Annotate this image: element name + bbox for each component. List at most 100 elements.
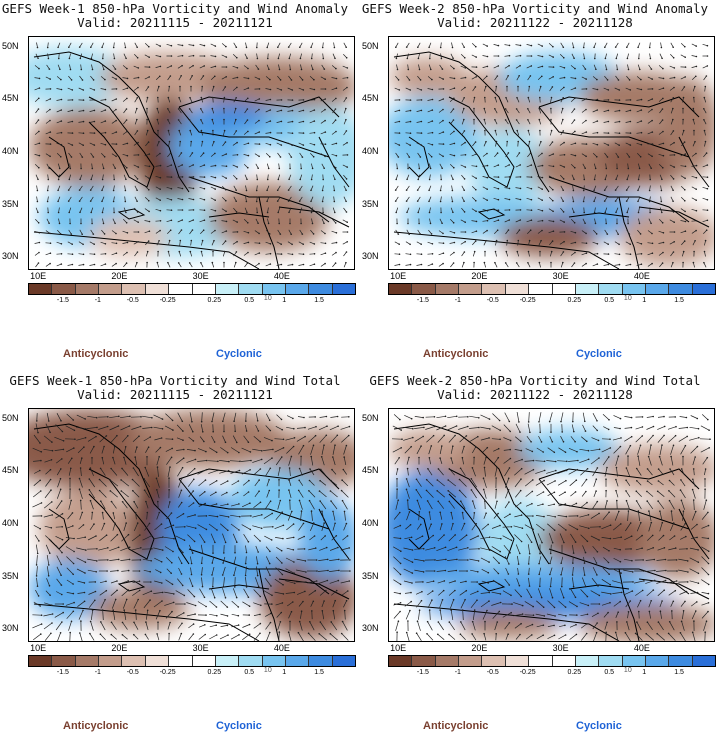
wind-arrow xyxy=(201,577,203,587)
wind-arrow-head xyxy=(439,46,442,49)
wind-arrow xyxy=(300,64,302,70)
wind-arrow-head xyxy=(342,468,345,471)
wind-arrow xyxy=(648,600,652,608)
wind-arrow xyxy=(167,97,171,103)
wind-arrow xyxy=(635,547,643,551)
wind-arrow xyxy=(155,66,161,68)
wind-arrow xyxy=(68,75,72,81)
wind-arrow-head xyxy=(410,600,412,603)
wind-arrow xyxy=(406,185,410,191)
wind-arrow xyxy=(492,556,500,564)
wind-arrow-head xyxy=(40,633,42,635)
wind-arrow-head xyxy=(461,511,464,514)
wind-arrow-head xyxy=(126,130,128,133)
wind-arrow xyxy=(168,141,170,147)
wind-arrow-head xyxy=(420,132,423,134)
wind-arrow-head xyxy=(495,85,498,88)
wind-arrow xyxy=(197,601,207,607)
wind-arrow-head xyxy=(112,456,114,459)
wind-arrow xyxy=(680,54,686,58)
wind-arrow xyxy=(506,240,508,246)
wind-arrow xyxy=(690,537,698,539)
wind-arrow xyxy=(396,468,398,476)
wind-arrow-head xyxy=(310,189,312,192)
wind-arrow-head xyxy=(672,522,675,524)
wind-arrow xyxy=(120,559,130,561)
wind-arrow-head xyxy=(442,589,445,592)
wind-arrow-head xyxy=(532,528,534,531)
wind-arrow xyxy=(691,230,697,234)
wind-arrow xyxy=(286,426,294,430)
wind-arrow xyxy=(36,185,38,191)
wind-arrow-head xyxy=(530,187,533,190)
wind-arrow-head xyxy=(249,451,252,453)
wind-arrow-head xyxy=(607,253,610,255)
wind-arrow-head xyxy=(334,178,336,181)
wind-arrow xyxy=(626,75,630,81)
wind-arrow xyxy=(682,511,684,521)
wind-arrow-head xyxy=(136,522,139,524)
wind-arrow-head xyxy=(498,419,501,422)
wind-arrow-head xyxy=(509,552,511,554)
wind-arrow-head xyxy=(527,129,530,132)
wind-arrow-head xyxy=(161,591,164,594)
wind-arrow-head xyxy=(704,140,707,143)
wind-arrow-head xyxy=(620,437,622,439)
wind-arrow-head xyxy=(62,603,64,605)
wind-arrow xyxy=(186,602,196,606)
wind-arrow-head xyxy=(486,199,488,201)
wind-arrow xyxy=(266,490,270,498)
wind-arrow xyxy=(680,489,686,499)
wind-arrow xyxy=(45,469,51,475)
wind-arrow-head xyxy=(280,132,283,134)
wind-arrow xyxy=(679,416,687,418)
wind-arrow xyxy=(493,457,499,465)
wind-arrow xyxy=(277,152,281,158)
wind-arrow-head xyxy=(606,466,608,469)
wind-arrow xyxy=(689,557,699,563)
wind-arrow-head xyxy=(299,46,301,48)
wind-arrow xyxy=(44,489,52,499)
wind-arrow-head xyxy=(157,500,159,503)
wind-arrow xyxy=(447,546,457,552)
wind-arrow-head xyxy=(248,633,251,635)
wind-arrow xyxy=(318,580,328,584)
wind-arrow xyxy=(404,446,412,454)
wind-arrow-head xyxy=(527,108,529,110)
wind-arrow xyxy=(45,263,51,267)
wind-arrow-head xyxy=(126,77,129,80)
wind-arrow-head xyxy=(214,209,217,212)
wind-arrow-head xyxy=(606,156,609,158)
wind-arrow xyxy=(659,600,663,608)
wind-arrow-head xyxy=(84,436,87,439)
wind-arrow xyxy=(122,98,128,102)
wind-arrow-head xyxy=(530,541,533,543)
wind-arrow-head xyxy=(71,132,74,134)
wind-arrow-head xyxy=(703,129,706,132)
wind-arrow-head xyxy=(205,528,208,531)
wind-arrow-head xyxy=(288,57,291,60)
wind-arrow xyxy=(449,252,455,256)
wind-arrow xyxy=(34,154,40,156)
wind-arrow-head xyxy=(660,46,663,49)
wind-arrow-head xyxy=(346,166,349,168)
wind-arrow xyxy=(288,75,292,81)
wind-arrow xyxy=(222,588,226,598)
wind-arrow-head xyxy=(180,573,183,575)
wind-arrow-head xyxy=(417,46,419,48)
wind-arrow-head xyxy=(280,109,283,112)
wind-arrow xyxy=(79,512,83,520)
wind-arrow xyxy=(55,424,63,432)
wind-arrow xyxy=(178,229,182,235)
wind-arrow xyxy=(142,535,152,541)
wind-arrow xyxy=(266,632,271,641)
wind-arrow-head xyxy=(675,425,677,428)
wind-arrow-head xyxy=(69,477,71,480)
wind-arrow xyxy=(144,467,150,477)
wind-arrow-head xyxy=(696,591,699,594)
wind-arrow-head xyxy=(552,66,555,68)
wind-arrow-head xyxy=(451,46,454,49)
wind-arrow xyxy=(406,75,410,81)
wind-arrow xyxy=(414,416,424,418)
wind-arrow-head xyxy=(631,590,634,592)
